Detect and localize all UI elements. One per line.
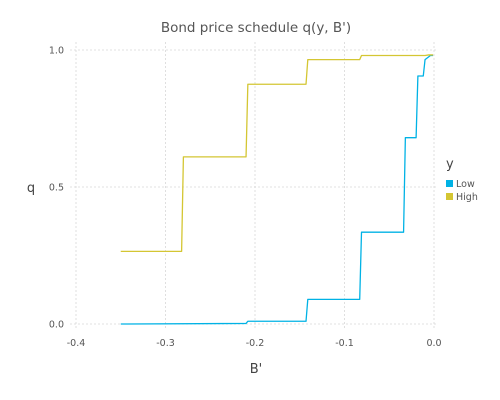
x-tick-label: -0.1 (335, 338, 354, 349)
legend-swatch-low (446, 180, 453, 187)
y-tick-label: 0.5 (49, 183, 64, 194)
x-tick-label: 0.0 (426, 338, 441, 349)
tick-layer: -0.4 -0.3 -0.2 -0.1 0.0 0.0 0.5 1.0 (49, 46, 442, 350)
legend-label-low: Low (456, 179, 475, 190)
legend-title: y (446, 157, 454, 172)
x-tick-label: -0.2 (246, 338, 265, 349)
y-axis-label: q (27, 181, 35, 196)
x-tick-label: -0.3 (156, 338, 175, 349)
x-tick-label: -0.4 (67, 338, 86, 349)
legend-label-high: High (456, 192, 478, 203)
chart-title: Bond price schedule q(y, B') (161, 20, 351, 36)
series-line-low (120, 54, 434, 325)
y-tick-label: 0.0 (49, 320, 64, 331)
series-layer (120, 54, 434, 325)
series-line-high (120, 54, 434, 253)
x-axis-label: B' (250, 362, 263, 377)
legend-entries: Low High (446, 179, 478, 203)
grid-layer (70, 42, 438, 330)
legend: y Low High (446, 157, 478, 203)
y-tick-label: 1.0 (49, 46, 64, 57)
legend-swatch-high (446, 193, 453, 200)
